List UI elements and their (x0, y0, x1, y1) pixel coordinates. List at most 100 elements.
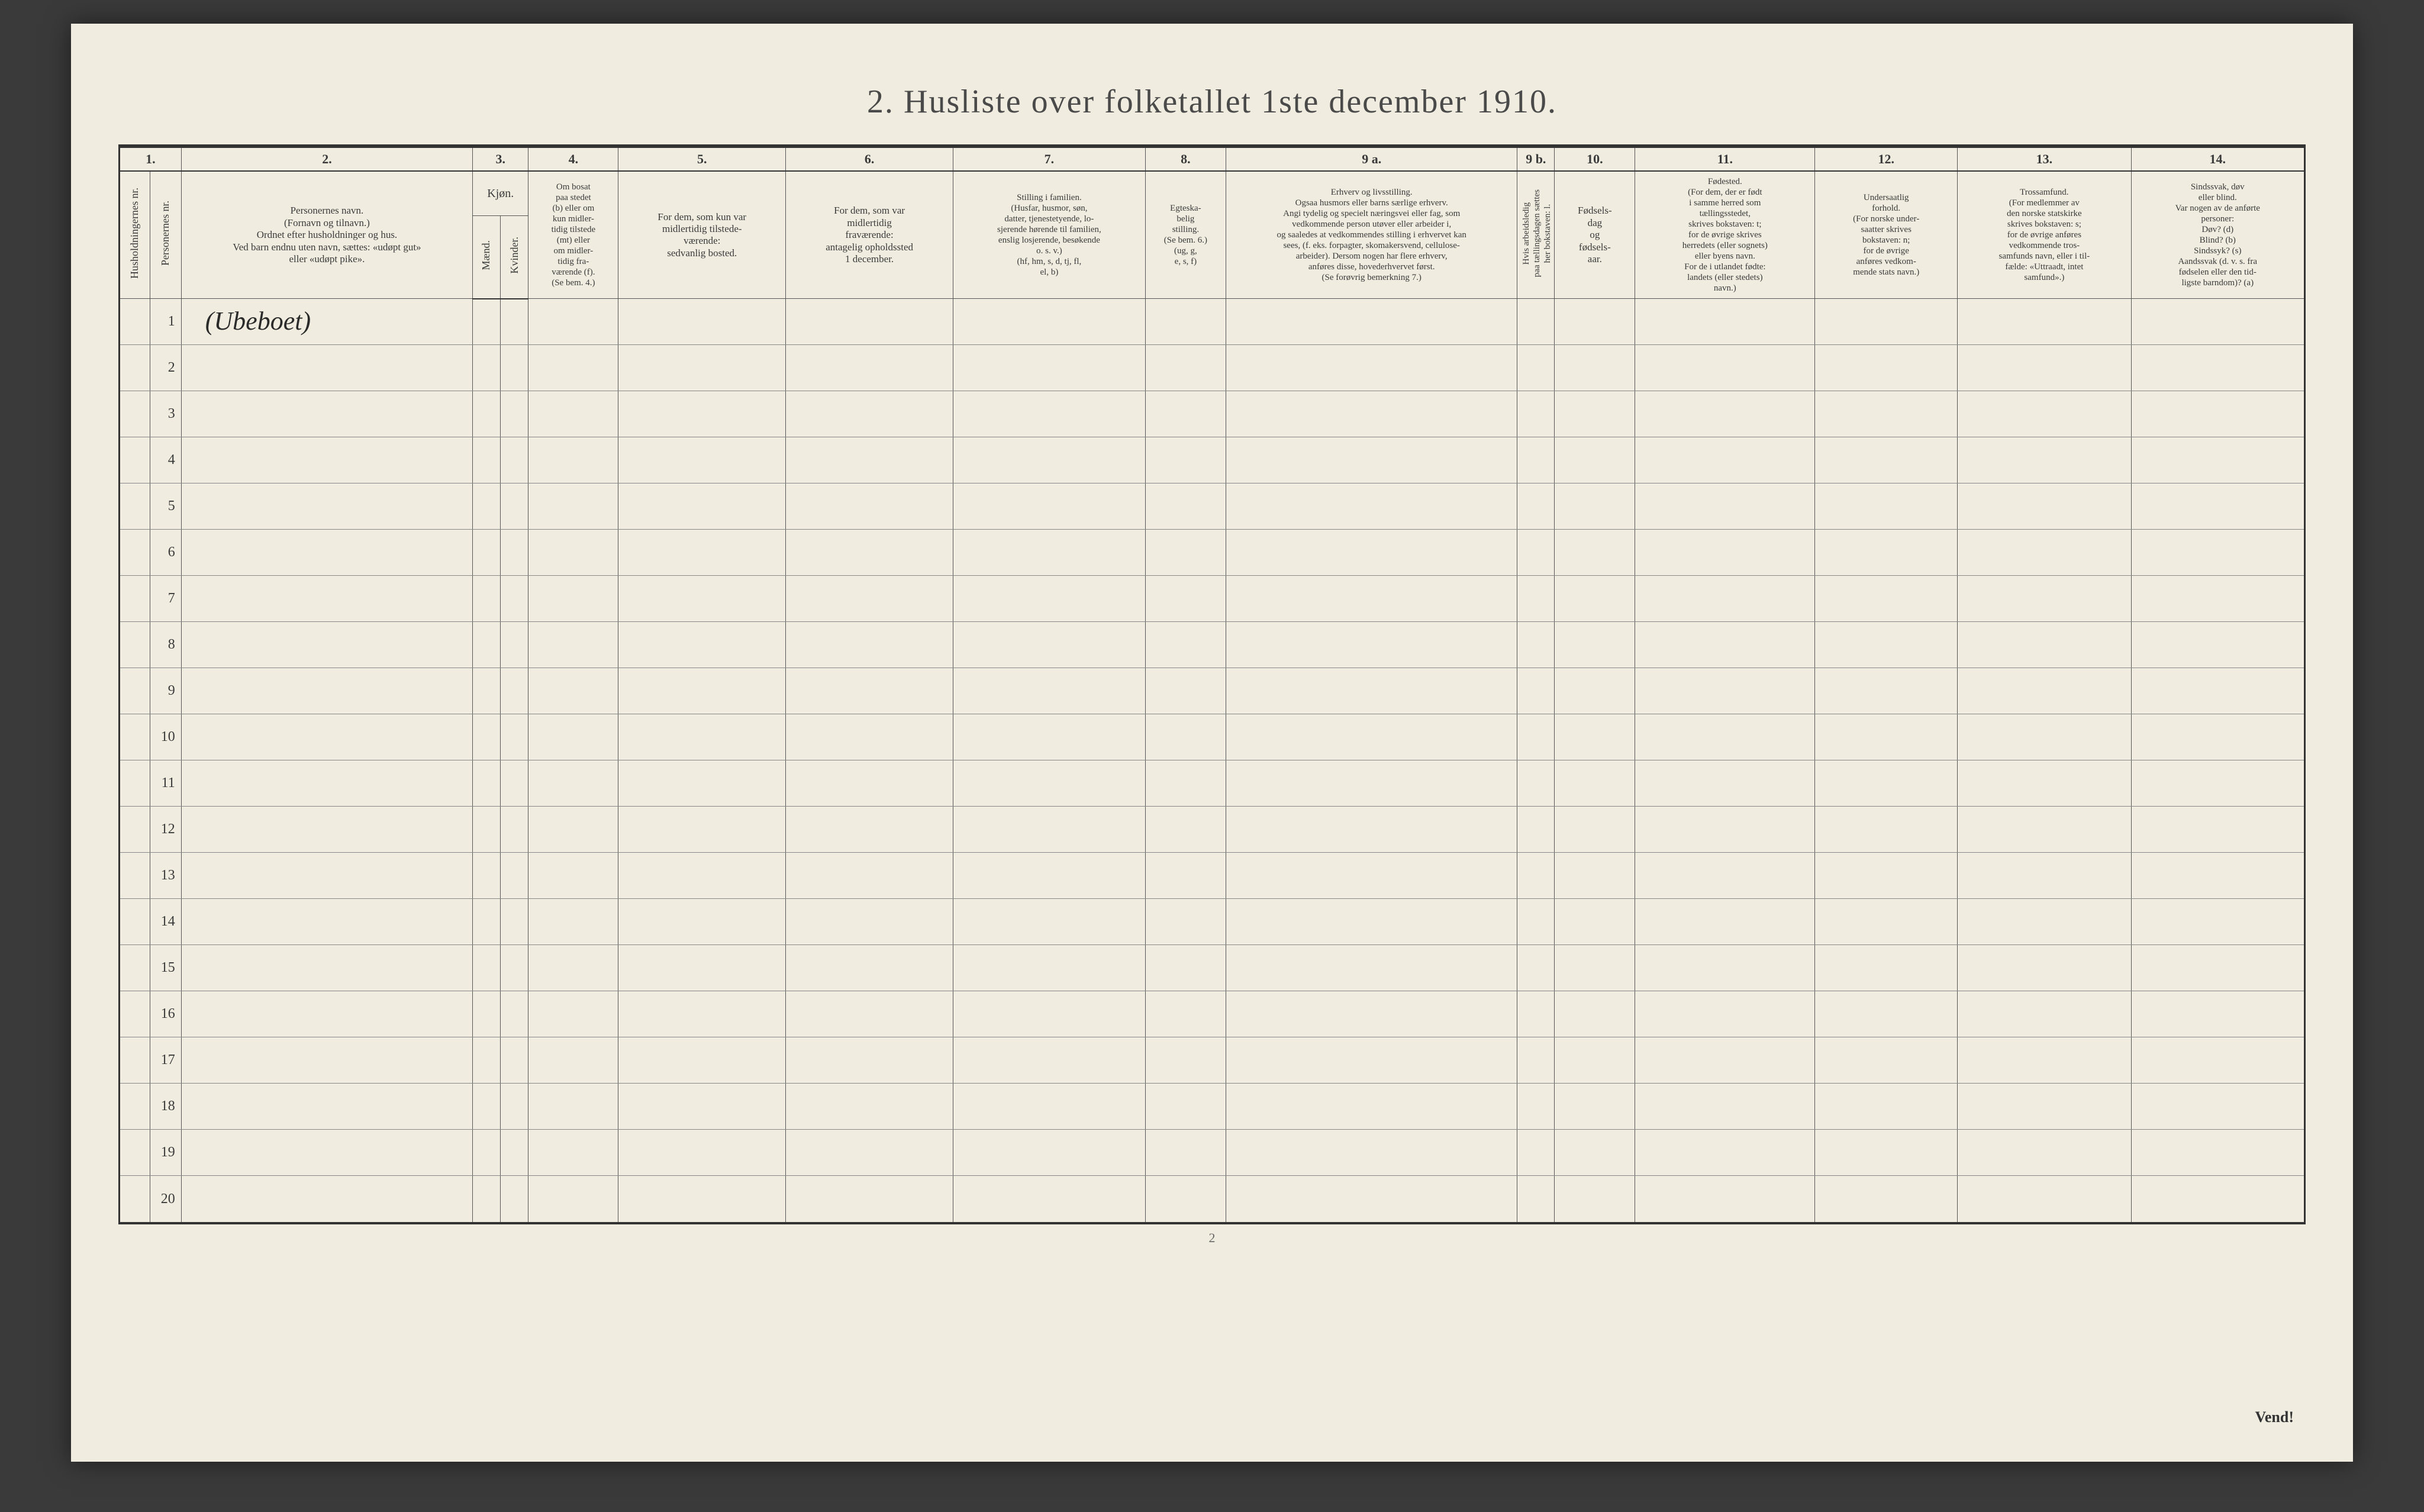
cell-sex-k (501, 714, 528, 760)
hdr-sex-m-label: Mænd. (480, 240, 493, 270)
cell-sex-k (501, 622, 528, 668)
cell-temp-absent (786, 1037, 953, 1084)
cell-unemployed (1517, 945, 1555, 991)
cell-occupation (1226, 945, 1517, 991)
table-row: 17 (120, 1037, 2305, 1084)
cell-occupation (1226, 345, 1517, 391)
cell-residence (528, 1130, 618, 1176)
table-row: 8 (120, 622, 2305, 668)
cell-sex-m (473, 1037, 501, 1084)
cell-nationality (1815, 391, 1958, 437)
cell-sex-m (473, 714, 501, 760)
cell-disability (2131, 899, 2304, 945)
cell-unemployed (1517, 483, 1555, 530)
cell-birthdate (1555, 760, 1635, 807)
cell-person-no: 11 (150, 760, 181, 807)
cell-marital (1145, 899, 1226, 945)
cell-disability (2131, 760, 2304, 807)
cell-temp-present (618, 853, 786, 899)
cell-unemployed (1517, 1130, 1555, 1176)
cell-nationality (1815, 1130, 1958, 1176)
cell-disability (2131, 1037, 2304, 1084)
cell-sex-k (501, 899, 528, 945)
cell-residence (528, 530, 618, 576)
cell-person-no: 3 (150, 391, 181, 437)
cell-household-no (120, 714, 150, 760)
cell-religion (1958, 853, 2131, 899)
table-row: 2 (120, 345, 2305, 391)
cell-marital (1145, 299, 1226, 345)
cell-sex-m (473, 899, 501, 945)
cell-name (181, 1037, 472, 1084)
cell-nationality (1815, 1037, 1958, 1084)
hdr-birthdate: Fødsels- dag og fødsels- aar. (1555, 171, 1635, 299)
cell-birthplace (1635, 1037, 1815, 1084)
cell-birthplace (1635, 345, 1815, 391)
table-body: 1(Ubeboet)234567891011121314151617181920 (120, 299, 2305, 1222)
cell-disability (2131, 991, 2304, 1037)
cell-residence (528, 437, 618, 483)
cell-residence (528, 299, 618, 345)
cell-sex-k (501, 853, 528, 899)
cell-family-position (953, 1037, 1146, 1084)
cell-unemployed (1517, 345, 1555, 391)
table-row: 3 (120, 391, 2305, 437)
cell-unemployed (1517, 760, 1555, 807)
cell-religion (1958, 1176, 2131, 1222)
cell-person-no: 18 (150, 1084, 181, 1130)
cell-temp-present (618, 714, 786, 760)
cell-marital (1145, 1176, 1226, 1222)
cell-family-position (953, 1130, 1146, 1176)
colnum-9b: 9 b. (1517, 148, 1555, 171)
hdr-religion: Trossamfund. (For medlemmer av den norsk… (1958, 171, 2131, 299)
cell-sex-k (501, 576, 528, 622)
cell-nationality (1815, 853, 1958, 899)
cell-birthdate (1555, 345, 1635, 391)
cell-family-position (953, 299, 1146, 345)
cell-birthplace (1635, 437, 1815, 483)
cell-religion (1958, 1130, 2131, 1176)
cell-sex-k (501, 1176, 528, 1222)
cell-sex-k (501, 483, 528, 530)
cell-occupation (1226, 853, 1517, 899)
cell-residence (528, 899, 618, 945)
cell-temp-absent (786, 1130, 953, 1176)
cell-household-no (120, 853, 150, 899)
cell-family-position (953, 945, 1146, 991)
cell-disability (2131, 391, 2304, 437)
cell-temp-absent (786, 945, 953, 991)
cell-household-no (120, 1130, 150, 1176)
cell-birthplace (1635, 853, 1815, 899)
cell-family-position (953, 1176, 1146, 1222)
cell-birthdate (1555, 299, 1635, 345)
cell-religion (1958, 899, 2131, 945)
cell-person-no: 7 (150, 576, 181, 622)
cell-disability (2131, 807, 2304, 853)
cell-marital (1145, 391, 1226, 437)
cell-residence (528, 1176, 618, 1222)
cell-birthplace (1635, 760, 1815, 807)
colnum-4: 4. (528, 148, 618, 171)
cell-person-no: 16 (150, 991, 181, 1037)
census-table: 1. 2. 3. 4. 5. 6. 7. 8. 9 a. 9 b. 10. 11… (118, 148, 2306, 1222)
cell-sex-m (473, 345, 501, 391)
cell-unemployed (1517, 622, 1555, 668)
cell-marital (1145, 437, 1226, 483)
cell-marital (1145, 622, 1226, 668)
cell-residence (528, 668, 618, 714)
cell-birthdate (1555, 1130, 1635, 1176)
cell-nationality (1815, 299, 1958, 345)
colnum-1: 1. (120, 148, 182, 171)
cell-sex-k (501, 299, 528, 345)
table-row: 10 (120, 714, 2305, 760)
cell-temp-absent (786, 668, 953, 714)
cell-family-position (953, 853, 1146, 899)
cell-marital (1145, 807, 1226, 853)
cell-disability (2131, 299, 2304, 345)
cell-household-no (120, 945, 150, 991)
colnum-5: 5. (618, 148, 786, 171)
cell-person-no: 10 (150, 714, 181, 760)
cell-occupation (1226, 576, 1517, 622)
header-row-main: Husholdningernes nr. Personernes nr. Per… (120, 171, 2305, 215)
cell-sex-k (501, 760, 528, 807)
